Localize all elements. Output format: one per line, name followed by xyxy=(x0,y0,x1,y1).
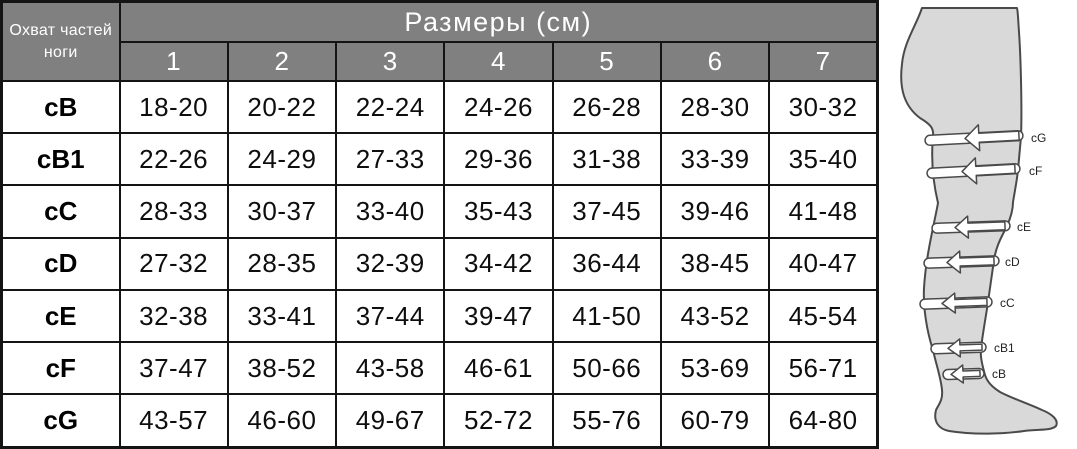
table-row-cB1: cB1 22-26 24-29 27-33 29-36 31-38 33-39 … xyxy=(0,132,879,187)
size-cell: 35-43 xyxy=(443,184,554,239)
measurement-band-cB1 xyxy=(930,338,987,358)
size-cell: 41-50 xyxy=(551,288,662,344)
leg-illustration: cG cF cE cD cC xyxy=(900,7,1058,435)
size-cell: 49-67 xyxy=(335,393,446,449)
size-cell: 18-20 xyxy=(118,79,229,135)
table-row-cB: cB 18-20 20-22 22-24 24-26 26-28 28-30 3… xyxy=(0,79,879,135)
size-cell: 43-52 xyxy=(659,288,771,344)
size-cell: 33-41 xyxy=(226,288,338,344)
table-row-cD: cD 27-32 28-35 32-39 34-42 36-44 38-45 4… xyxy=(0,236,879,291)
table-row-cG: cG 43-57 46-60 49-67 52-72 55-76 60-79 6… xyxy=(0,393,879,449)
size-cell: 64-80 xyxy=(768,393,879,449)
band-label-cD: cD xyxy=(1005,255,1020,269)
row-label: cB1 xyxy=(0,132,121,187)
arrow-left-icon xyxy=(941,292,988,314)
table-row-cC: cC 28-33 30-37 33-40 35-43 37-45 39-46 4… xyxy=(0,184,879,239)
arrow-left-icon xyxy=(961,157,1016,185)
measurement-band-cE xyxy=(931,215,1011,239)
size-cell: 36-44 xyxy=(551,236,662,291)
size-cell: 24-29 xyxy=(226,132,338,187)
size-cell: 31-38 xyxy=(551,132,662,187)
band-label-cB: cB xyxy=(992,367,1006,381)
size-cell: 43-58 xyxy=(335,341,446,396)
size-cell: 39-46 xyxy=(659,184,771,239)
size-cell: 40-47 xyxy=(768,236,879,291)
size-cell: 53-69 xyxy=(659,341,771,396)
band-label-cB1: cB1 xyxy=(994,341,1015,355)
size-cell: 50-66 xyxy=(551,341,662,396)
size-cell: 55-76 xyxy=(551,393,662,449)
arrow-left-icon xyxy=(964,124,1020,152)
band-label-cE: cE xyxy=(1017,220,1031,234)
size-column-5: 5 xyxy=(551,41,662,82)
table-row-cF: cF 37-47 38-52 43-58 46-61 50-66 53-69 5… xyxy=(0,341,879,396)
size-cell: 56-71 xyxy=(768,341,879,396)
size-cell: 30-32 xyxy=(768,79,879,135)
band-label-cC: cC xyxy=(1000,296,1015,310)
size-cell: 37-45 xyxy=(551,184,662,239)
size-cell: 39-47 xyxy=(443,288,554,344)
size-column-4: 4 xyxy=(443,41,554,82)
measurement-band-cG xyxy=(924,124,1024,152)
arrow-left-icon xyxy=(947,338,983,358)
size-cell: 38-52 xyxy=(226,341,338,396)
band-label-cF: cF xyxy=(1029,164,1042,178)
size-cell: 20-22 xyxy=(226,79,338,135)
size-cell: 35-40 xyxy=(768,132,879,187)
size-cell: 22-24 xyxy=(335,79,446,135)
size-cell: 34-42 xyxy=(443,236,554,291)
size-cell: 45-54 xyxy=(768,288,879,344)
size-table: Охват частей ноги Размеры (см) 1 2 3 4 5… xyxy=(0,0,879,449)
size-cell: 28-33 xyxy=(118,184,229,239)
size-cell: 28-30 xyxy=(659,79,771,135)
size-cell: 46-61 xyxy=(443,341,554,396)
size-columns-row: 1 2 3 4 5 6 7 xyxy=(2,41,879,82)
size-column-7: 7 xyxy=(768,41,879,82)
corner-header: Охват частей ноги xyxy=(0,0,121,82)
arrow-left-icon xyxy=(946,250,995,274)
arrow-left-icon xyxy=(954,215,1006,239)
row-label: cC xyxy=(0,184,121,239)
size-cell: 37-47 xyxy=(118,341,229,396)
measurement-band-cB xyxy=(942,364,985,384)
size-cell: 24-26 xyxy=(443,79,554,135)
leg-silhouette xyxy=(900,7,1058,435)
measurement-band-cF xyxy=(926,157,1021,185)
band-label-cG: cG xyxy=(1031,131,1046,145)
size-column-1: 1 xyxy=(118,41,229,82)
size-column-3: 3 xyxy=(335,41,446,82)
size-cell: 27-32 xyxy=(118,236,229,291)
measurement-band-cD xyxy=(923,250,1000,274)
leg-measurement-diagram: cG cF cE cD cC xyxy=(879,0,1077,449)
size-cell: 30-37 xyxy=(226,184,338,239)
size-column-6: 6 xyxy=(659,41,771,82)
size-cell: 33-40 xyxy=(335,184,446,239)
size-column-2: 2 xyxy=(226,41,338,82)
sizes-header: Размеры (см) xyxy=(118,0,879,43)
size-cell: 29-36 xyxy=(443,132,554,187)
size-cell: 43-57 xyxy=(118,393,229,449)
row-label: cB xyxy=(0,79,121,135)
size-cell: 27-33 xyxy=(335,132,446,187)
size-cell: 46-60 xyxy=(226,393,338,449)
measurement-band-cC xyxy=(919,292,993,314)
size-cell: 60-79 xyxy=(659,393,771,449)
size-cell: 32-39 xyxy=(335,236,446,291)
size-cell: 32-38 xyxy=(118,288,229,344)
size-cell: 28-35 xyxy=(226,236,338,291)
size-cell: 37-44 xyxy=(335,288,446,344)
size-cell: 33-39 xyxy=(659,132,771,187)
size-cell: 38-45 xyxy=(659,236,771,291)
row-label: cG xyxy=(0,393,121,449)
row-label: cF xyxy=(0,341,121,396)
row-label: cD xyxy=(0,236,121,291)
size-cell: 22-26 xyxy=(118,132,229,187)
size-cell: 52-72 xyxy=(443,393,554,449)
arrow-left-icon xyxy=(950,364,981,384)
size-cell: 26-28 xyxy=(551,79,662,135)
table-row-cE: cE 32-38 33-41 37-44 39-47 41-50 43-52 4… xyxy=(0,288,879,344)
row-label: cE xyxy=(0,288,121,344)
size-cell: 41-48 xyxy=(768,184,879,239)
